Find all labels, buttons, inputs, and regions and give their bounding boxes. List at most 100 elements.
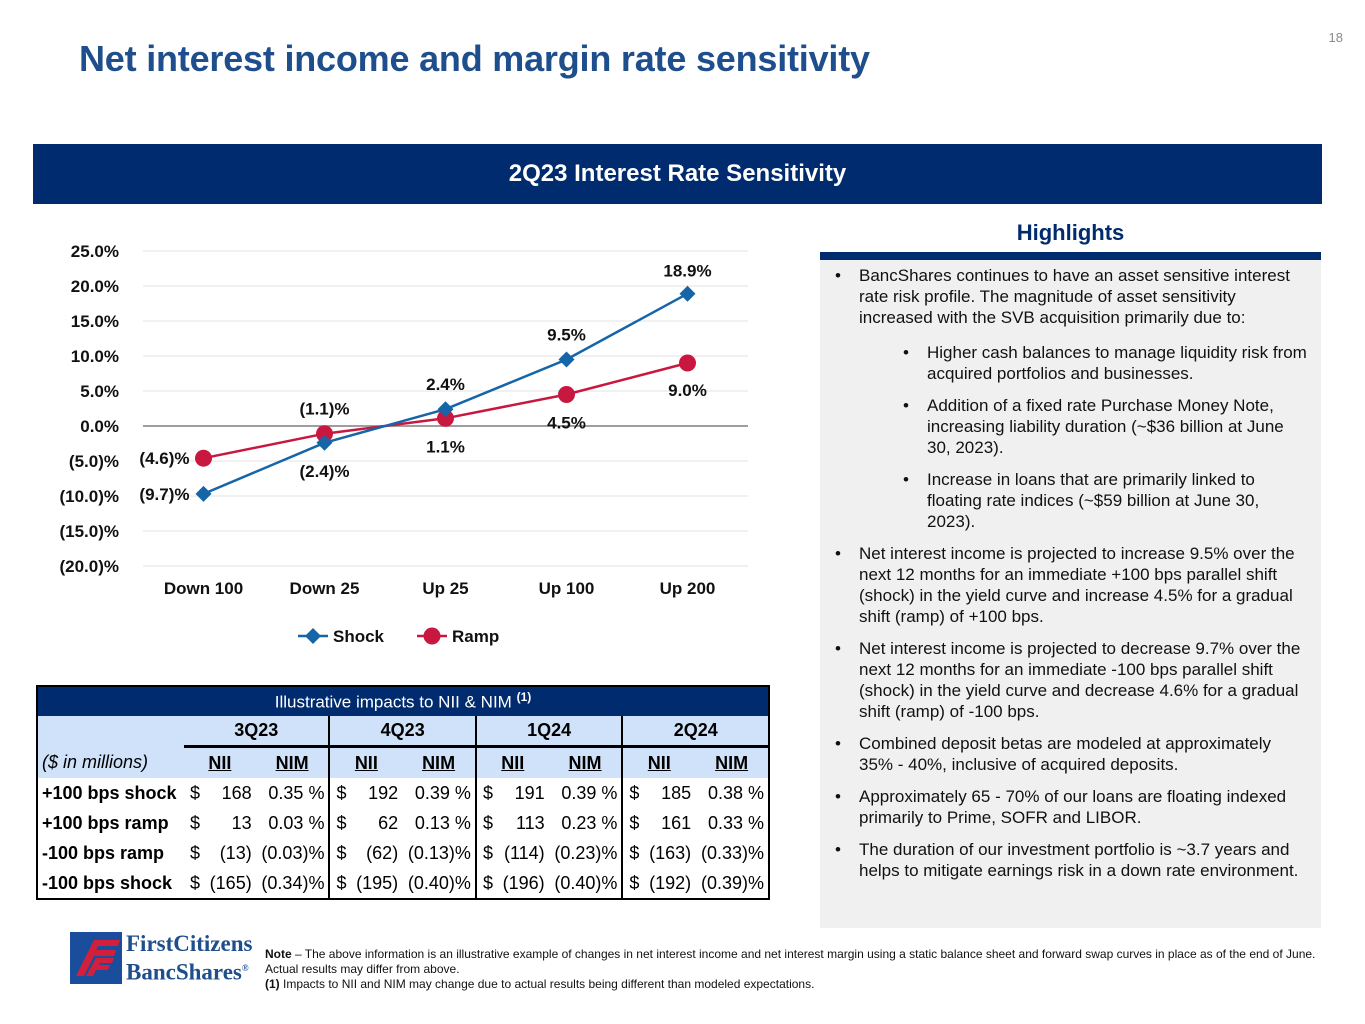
table-title-text: Illustrative impacts to NII & NIM	[274, 692, 512, 712]
x-tick-label: Down 100	[164, 579, 243, 598]
nim-value: (0.13)%	[407, 842, 471, 863]
shock-marker	[316, 434, 333, 451]
logo-line1: FirstCitizens	[126, 931, 253, 956]
shock-data-label: 9.5%	[547, 326, 586, 345]
logo-wordmark: FirstCitizens BancShares®	[126, 932, 252, 985]
ramp-marker	[316, 425, 333, 443]
nim-value: (0.34)%	[261, 872, 325, 893]
y-tick-label: 10.0%	[71, 347, 119, 366]
chart-series-markers	[195, 285, 696, 502]
currency-symbol: $	[621, 868, 644, 899]
nim-value: 0.33 %	[707, 812, 764, 833]
table-title: Illustrative impacts to NII & NIM (1)	[37, 686, 769, 716]
shock-legend-label: Shock	[333, 627, 385, 646]
table-row: -100 bps ramp $ (13) (0.03)% $ (62) (0.13)% $ (1…	[37, 838, 769, 868]
unit-label: ($ in millions)	[37, 746, 184, 778]
nii-value: 161	[661, 812, 692, 833]
x-tick-label: Down 25	[290, 579, 360, 598]
nim-value: (0.40)%	[554, 872, 618, 893]
quarter-header-row: 3Q23 4Q23 1Q24 2Q24	[37, 716, 769, 748]
currency-symbol: $	[621, 808, 644, 838]
nim-value: (0.39)%	[700, 872, 764, 893]
ramp-marker	[195, 449, 212, 467]
nii-value: 113	[515, 812, 545, 833]
currency-symbol: $	[474, 868, 498, 899]
quarter-header: 2Q24	[621, 716, 769, 748]
note-text: – The above information is an illustrati…	[265, 947, 1316, 976]
chart-legend: Shock Ramp	[298, 627, 499, 646]
ramp-data-label: 4.5%	[547, 414, 586, 433]
highlight-item: Higher cash balances to manage liquidity…	[820, 342, 1307, 384]
highlights-list: BancShares continues to have an asset se…	[820, 260, 1321, 881]
shock-marker	[195, 485, 212, 502]
logo-line2: BancShares	[126, 959, 242, 985]
currency-symbol: $	[621, 778, 644, 808]
row-label: -100 bps ramp	[42, 842, 165, 863]
nim-value: 0.35 %	[268, 782, 325, 803]
highlight-item: The duration of our investment portfolio…	[820, 839, 1307, 881]
nii-value: 13	[231, 812, 252, 833]
footnote-text: Impacts to NII and NIM may change due to…	[279, 977, 815, 991]
currency-symbol: $	[328, 838, 351, 868]
ramp-marker	[558, 386, 575, 403]
row-label: +100 bps ramp	[42, 812, 169, 833]
row-label: -100 bps shock	[42, 872, 173, 893]
ramp-marker	[437, 409, 454, 427]
x-tick-label: Up 200	[660, 579, 716, 598]
nii-nim-impact-table: Illustrative impacts to NII & NIM (1) 3Q…	[36, 685, 770, 900]
nim-value: 0.39 %	[414, 782, 471, 803]
ramp-data-label: 1.1%	[426, 437, 465, 456]
logo-flag-icon	[70, 932, 122, 984]
company-logo: FirstCitizens BancShares®	[70, 930, 252, 988]
blank-header-cell	[37, 716, 184, 747]
nim-header: NIM	[402, 746, 476, 778]
shock-legend-icon	[305, 628, 321, 644]
currency-symbol: $	[621, 838, 644, 868]
nim-header: NIM	[548, 746, 623, 778]
nii-value: 62	[378, 812, 399, 833]
currency-symbol: $	[328, 868, 351, 899]
nim-value: (0.23)%	[554, 842, 618, 863]
y-tick-label: (5.0)%	[69, 452, 119, 471]
y-tick-label: (10.0)%	[59, 487, 119, 506]
nii-value: (165)	[209, 872, 252, 893]
x-tick-label: Up 100	[539, 579, 595, 598]
shock-data-label: (2.4)%	[299, 462, 349, 481]
note-label: Note	[265, 947, 292, 961]
table-body: +100 bps shock $168 0.35 % $192 0.39 % $191 0.…	[37, 778, 769, 899]
y-tick-label: (15.0)%	[59, 522, 119, 541]
nii-value: (163)	[649, 842, 692, 863]
shock-marker	[558, 351, 575, 368]
shock-data-label: 2.4%	[426, 375, 465, 394]
nim-value: 0.13 %	[414, 812, 471, 833]
nii-header: NII	[328, 746, 403, 778]
highlights-title: Highlights	[1016, 220, 1125, 245]
y-tick-label: 25.0%	[71, 242, 119, 261]
y-tick-label: 15.0%	[71, 312, 119, 331]
nii-value: 168	[221, 782, 252, 803]
nii-header: NII	[474, 746, 549, 778]
nim-value: 0.23 %	[561, 812, 618, 833]
currency-symbol: $	[190, 782, 201, 803]
page-number: 18	[1328, 30, 1343, 45]
highlight-item: Addition of a fixed rate Purchase Money …	[820, 395, 1307, 458]
shock-marker	[679, 285, 696, 302]
highlight-item: Approximately 65 - 70% of our loans are …	[820, 786, 1307, 828]
chart-data-labels: (9.7)% (2.4)% 2.4% 9.5% 18.9% (4.6)% (1.1)% 1.1…	[139, 262, 711, 504]
y-axis-tick-labels: 25.0% 20.0% 15.0% 10.0% 5.0% 0.0% (5.0)% (10.0)…	[59, 242, 119, 576]
nii-value: 192	[368, 782, 399, 803]
highlight-item: Increase in loans that are primarily lin…	[820, 469, 1307, 532]
rate-sensitivity-chart: 25.0% 20.0% 15.0% 10.0% 5.0% 0.0% (5.0)% (10.0)…	[59, 242, 748, 646]
highlight-item: Net interest income is projected to incr…	[820, 543, 1307, 627]
nii-value: (62)	[366, 842, 399, 863]
sub-header-row: ($ in millions) NII NIM NII NIM NII NIM NII NIM	[37, 746, 769, 778]
nii-value: (195)	[356, 872, 399, 893]
highlight-item: Combined deposit betas are modeled at ap…	[820, 733, 1307, 775]
quarter-header: 3Q23	[184, 716, 330, 748]
y-tick-label: 0.0%	[80, 417, 119, 436]
table-row: +100 bps ramp $13 0.03 % $62 0.13 % $113 0.23 …	[37, 808, 769, 838]
highlights-panel: BancShares continues to have an asset se…	[820, 260, 1321, 928]
nim-header: NIM	[255, 746, 330, 778]
nim-value: 0.03 %	[268, 812, 325, 833]
currency-symbol: $	[474, 778, 498, 808]
